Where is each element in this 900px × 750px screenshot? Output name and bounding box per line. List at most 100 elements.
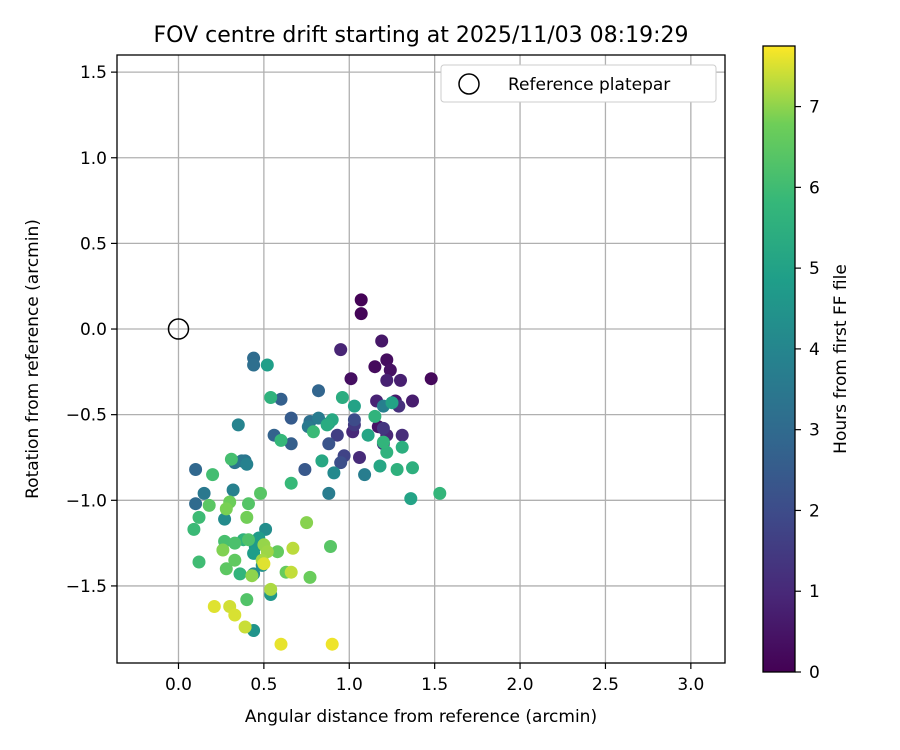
data-point — [322, 486, 336, 500]
data-point — [216, 543, 230, 557]
data-point — [312, 384, 325, 398]
legend-label: Reference platepar — [508, 75, 670, 95]
data-point — [361, 428, 375, 442]
data-point — [406, 394, 419, 408]
data-point — [376, 421, 390, 435]
x-tick-label: 0.0 — [165, 675, 192, 695]
legend-box — [440, 64, 717, 103]
data-point — [334, 456, 348, 470]
y-tick-label: 0.5 — [80, 234, 107, 254]
data-point — [238, 620, 252, 634]
data-point — [260, 358, 274, 372]
x-axis-label: Angular distance from reference (arcmin) — [245, 707, 597, 727]
data-point — [228, 536, 242, 550]
legend-marker — [458, 73, 480, 95]
data-point — [404, 492, 418, 506]
x-tick-label: 2.0 — [507, 675, 534, 695]
data-point — [334, 343, 348, 357]
y-tick-label: 1.0 — [80, 149, 107, 169]
data-point — [347, 399, 361, 413]
data-point — [322, 437, 336, 451]
data-point — [376, 435, 390, 449]
data-point — [303, 570, 317, 584]
y-tick-label: 1.5 — [80, 63, 107, 83]
y-tick-label: 0.0 — [80, 320, 107, 340]
data-point — [274, 433, 288, 447]
data-point — [284, 565, 298, 579]
colorbar-tick-label: 1 — [809, 582, 820, 602]
data-point — [247, 358, 261, 372]
data-point — [286, 541, 300, 555]
data-point — [368, 360, 382, 374]
data-point — [271, 545, 284, 559]
x-tick-label: 1.0 — [336, 675, 363, 695]
data-point — [218, 512, 232, 526]
scatter-points — [187, 293, 447, 651]
plot-frame — [116, 54, 726, 664]
data-point — [189, 463, 203, 476]
data-point — [224, 452, 238, 466]
data-point — [433, 486, 447, 500]
data-point — [240, 510, 254, 524]
data-point — [395, 428, 409, 442]
data-point — [240, 593, 254, 607]
data-point — [192, 555, 206, 569]
data-point — [226, 483, 240, 497]
data-point — [380, 445, 394, 459]
y-axis-ticks: −1.5 −1.0 −0.5 0.0 0.5 1.0 1.5 — [66, 63, 117, 597]
data-point — [219, 562, 233, 576]
data-point — [327, 466, 341, 480]
legend: Reference platepar — [440, 64, 717, 103]
data-point — [233, 567, 247, 581]
data-point — [274, 637, 288, 651]
data-point — [375, 334, 389, 348]
grid — [117, 55, 725, 663]
x-tick-label: 3.0 — [677, 675, 704, 695]
data-point — [373, 459, 387, 473]
data-point — [242, 533, 255, 547]
y-axis-label: Rotation from reference (arcmin) — [23, 219, 43, 499]
data-point — [406, 461, 419, 475]
colorbar-tick-label: 4 — [809, 340, 820, 360]
data-point — [354, 293, 368, 307]
data-point — [264, 391, 278, 404]
data-point — [187, 522, 201, 536]
data-point — [197, 486, 211, 500]
data-point — [264, 582, 278, 596]
data-point — [380, 373, 394, 387]
colorbar-tick-label: 3 — [809, 421, 820, 441]
data-point — [358, 468, 372, 482]
data-point — [207, 600, 221, 613]
colorbar-tick-label: 5 — [809, 259, 820, 279]
data-point — [240, 457, 254, 471]
data-point — [390, 463, 404, 476]
y-tick-label: −0.5 — [66, 406, 107, 426]
y-tick-label: −1.5 — [66, 577, 107, 597]
data-point — [320, 418, 334, 432]
x-tick-label: 2.5 — [592, 675, 619, 695]
data-point — [228, 553, 242, 567]
data-point — [324, 540, 337, 553]
colorbar — [762, 45, 796, 673]
data-point — [300, 516, 314, 530]
data-point — [354, 307, 368, 321]
colorbar-tick-label: 7 — [809, 98, 820, 118]
data-point — [315, 454, 329, 468]
data-point — [245, 569, 259, 583]
colorbar-tick-label: 0 — [809, 663, 820, 683]
data-point — [189, 497, 203, 511]
data-point — [284, 411, 298, 425]
data-point — [353, 451, 366, 464]
colorbar-ticks: 0 1 2 3 4 5 6 7 — [795, 98, 820, 683]
data-point — [385, 396, 399, 410]
data-point — [284, 476, 298, 490]
data-point — [424, 372, 438, 386]
data-point — [368, 409, 382, 423]
x-tick-label: 0.5 — [250, 675, 277, 695]
reference-platepar-marker — [167, 318, 190, 340]
data-point — [298, 463, 312, 476]
colorbar-tick-label: 6 — [809, 178, 820, 198]
colorbar-tick-label: 2 — [809, 501, 820, 521]
y-tick-label: −1.0 — [66, 491, 107, 511]
